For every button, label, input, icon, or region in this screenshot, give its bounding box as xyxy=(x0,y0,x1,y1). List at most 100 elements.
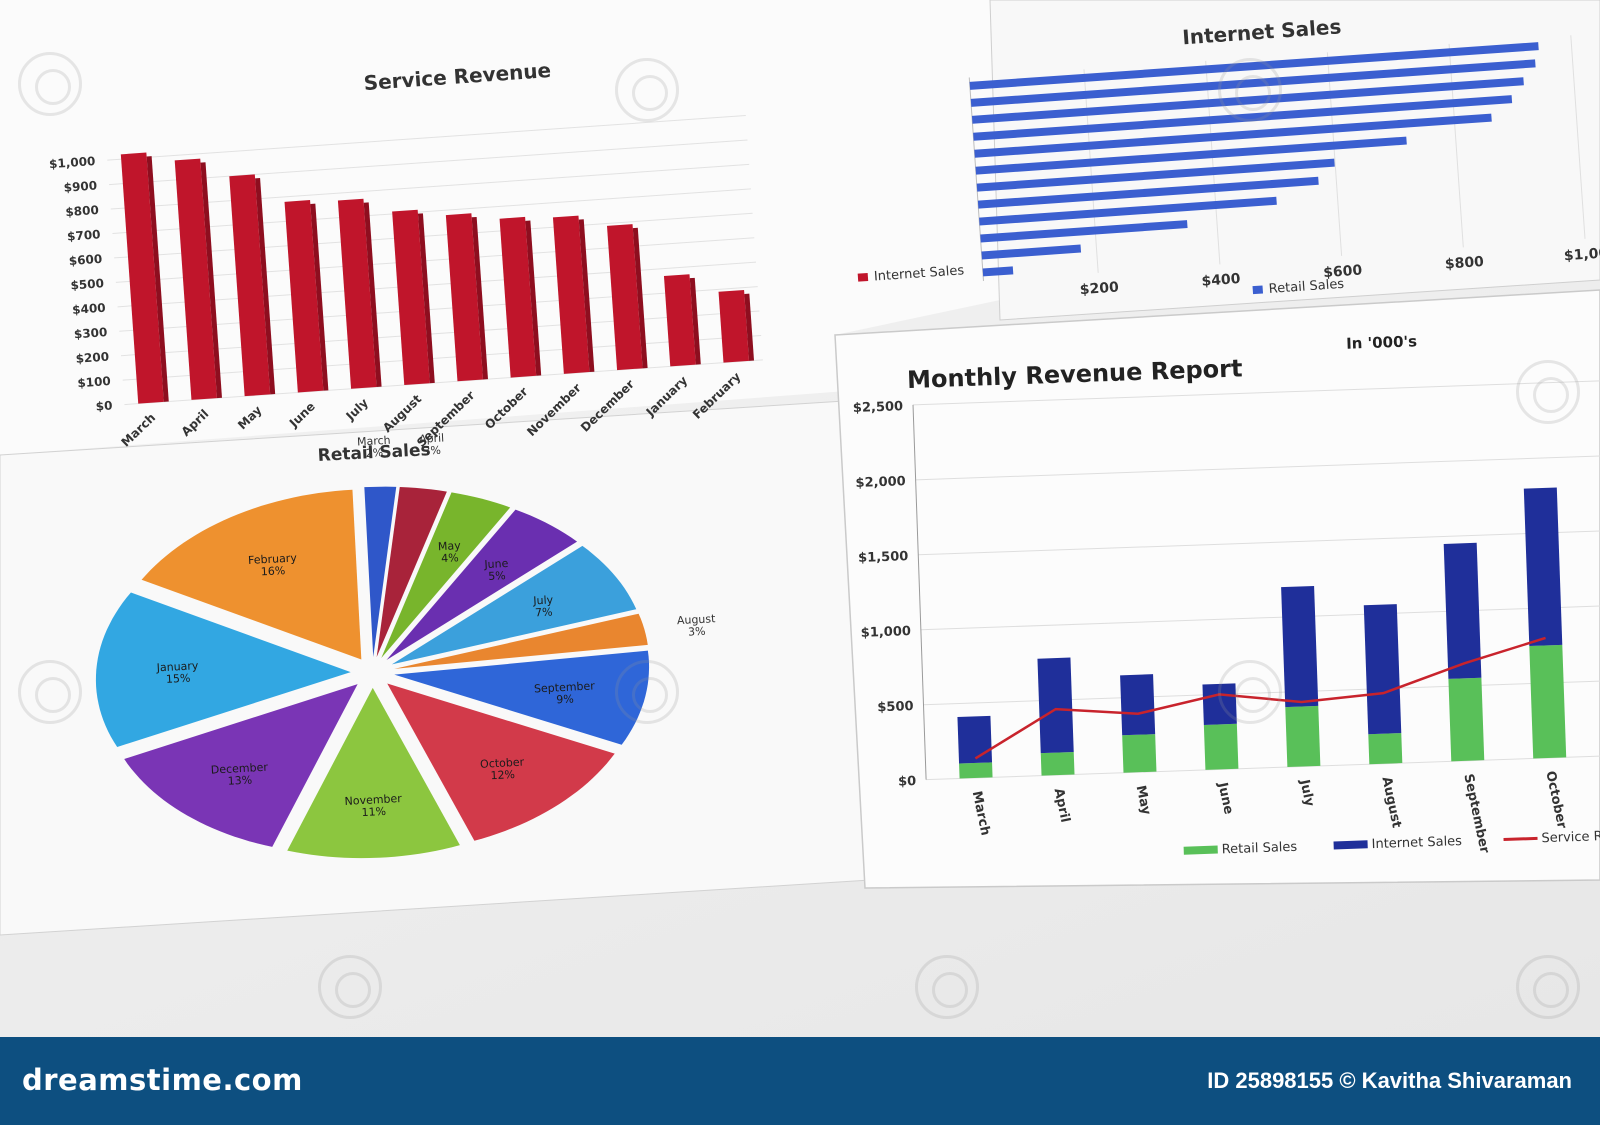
service-revenue-bar-side xyxy=(255,178,276,395)
y-tick-label: $700 xyxy=(67,227,101,243)
y-tick-label: $300 xyxy=(74,325,108,341)
pie-slice-label: October xyxy=(480,756,525,771)
internet-sales-bar xyxy=(975,136,1407,175)
gridline xyxy=(110,163,750,210)
pie-slice xyxy=(141,489,362,660)
pie-slice xyxy=(381,492,511,659)
service-revenue-bar-side xyxy=(200,162,222,399)
retail-sales-bar xyxy=(1285,705,1321,768)
legend-swatch xyxy=(1333,840,1368,850)
pie-slice-label: April xyxy=(419,432,445,446)
pie-slice xyxy=(124,684,358,847)
monthly-revenue-bars xyxy=(957,487,1567,779)
service-revenue-bar xyxy=(229,174,271,397)
pie-slice-percent: 3% xyxy=(688,625,706,639)
y-tick-label: $500 xyxy=(877,699,914,715)
service-revenue-bar-side xyxy=(578,219,595,373)
service-revenue-bar-side xyxy=(310,203,329,391)
gridline xyxy=(918,529,1600,556)
pie-slice-percent: 2% xyxy=(365,446,383,460)
gridline xyxy=(912,379,1600,406)
retail-sales-bar xyxy=(1203,723,1239,770)
internet-sales-bar xyxy=(979,196,1277,226)
pie-slice xyxy=(287,687,460,859)
watermark-icon xyxy=(1516,955,1580,1019)
pie-slice-label: November xyxy=(344,792,402,808)
pie-slice-percent: 11% xyxy=(361,805,386,819)
charts-canvas: Service Revenue $0$100$200$300$400$500$6… xyxy=(0,0,1600,936)
service-revenue-bar xyxy=(552,215,590,374)
pie-slice-label: May xyxy=(438,539,462,553)
service-revenue-bar xyxy=(174,158,217,400)
service-revenue-bar-side xyxy=(689,277,701,365)
watermark-icon xyxy=(1218,660,1282,724)
footer-logo: dreamstime.com xyxy=(22,1063,303,1097)
watermark-icon xyxy=(915,955,979,1019)
x-tick-label: May xyxy=(1133,784,1154,817)
gridline xyxy=(122,334,762,381)
service-revenue-bar-side xyxy=(744,293,755,361)
legend-label: Internet Sales xyxy=(1371,834,1462,852)
gridline xyxy=(915,454,1600,481)
internet-sales-bar xyxy=(974,113,1492,158)
retail-sales-bar xyxy=(1529,644,1567,759)
x-tick-label: $1,00 xyxy=(1563,245,1600,264)
gridline xyxy=(1448,43,1464,248)
gridline xyxy=(1205,60,1221,265)
pie-slice xyxy=(364,486,397,657)
x-tick-label: July xyxy=(1296,777,1317,808)
service-revenue-bar-side xyxy=(471,216,488,380)
legend-swatch-internet-sales xyxy=(857,272,869,282)
pie-slice-percent: 5% xyxy=(488,569,506,583)
x-tick-label: $200 xyxy=(1079,279,1119,298)
monthly-revenue-legend: Retail Sales Internet Sales Service Re xyxy=(1183,829,1600,858)
internet-sales-legend-retail: Retail Sales xyxy=(1252,277,1345,297)
gridline xyxy=(115,237,755,283)
retail-sales-bar xyxy=(1040,751,1075,776)
internet-sales-bar xyxy=(977,176,1319,209)
pie-slice-label: December xyxy=(210,761,268,777)
gridline xyxy=(117,261,757,308)
y-tick-label: $0 xyxy=(95,398,113,413)
gridline xyxy=(120,310,760,357)
internet-sales-bar xyxy=(976,158,1335,192)
retail-sales-bar xyxy=(1122,734,1157,773)
internet-sales-x-axis: $200 $400 $600 $800 $1,00 xyxy=(1079,245,1600,298)
service-revenue-bar xyxy=(284,200,324,393)
gridline xyxy=(124,359,763,406)
pie-slice xyxy=(95,592,351,747)
internet-sales-bar xyxy=(1443,542,1482,679)
watermark-icon xyxy=(18,660,82,724)
internet-sales-bar xyxy=(1523,487,1563,647)
pie-slice-percent: 15% xyxy=(166,672,191,686)
internet-sales-bar xyxy=(957,715,993,764)
legend-label-retail-sales: Retail Sales xyxy=(1268,277,1345,297)
legend-label: Retail Sales xyxy=(1221,840,1297,858)
watermark-icon xyxy=(615,660,679,724)
footer-bar: dreamstime.com ID 25898155 © Kavitha Shi… xyxy=(0,1037,1600,1125)
service-revenue-y-axis: $0 $100 $200 $300 $400 $500 $600 $700 $800 $900 $1… xyxy=(49,154,113,414)
y-tick-label: $800 xyxy=(65,203,99,219)
y-tick-label: $400 xyxy=(72,301,106,317)
axis-line xyxy=(912,404,927,780)
pie-slice-percent: 12% xyxy=(490,768,515,782)
x-tick-label: $600 xyxy=(1323,262,1363,281)
service-revenue-bars xyxy=(120,152,755,404)
pie-slice-label: June xyxy=(483,557,509,571)
pie-slice-label: January xyxy=(155,659,199,674)
internet-sales-gridlines xyxy=(968,35,1586,281)
y-tick-label: $200 xyxy=(75,350,109,366)
x-tick-label: June xyxy=(1214,780,1236,816)
service-revenue-bar-side xyxy=(632,227,648,369)
y-tick-label: $100 xyxy=(77,374,111,390)
pie-slice-label: August xyxy=(677,612,717,627)
pie-slice-label: February xyxy=(248,551,298,567)
watermark-icon xyxy=(1516,360,1580,424)
y-tick-label: $2,500 xyxy=(853,399,904,416)
monthly-revenue-subtitle: In '000's xyxy=(1346,332,1418,352)
legend-label-internet-sales: Internet Sales xyxy=(873,263,964,284)
monthly-revenue-y-axis: $0 $500 $1,000 $1,500 $2,000 $2,500 xyxy=(853,399,917,789)
gridline xyxy=(114,212,753,259)
legend-label: Service Re xyxy=(1541,829,1600,846)
